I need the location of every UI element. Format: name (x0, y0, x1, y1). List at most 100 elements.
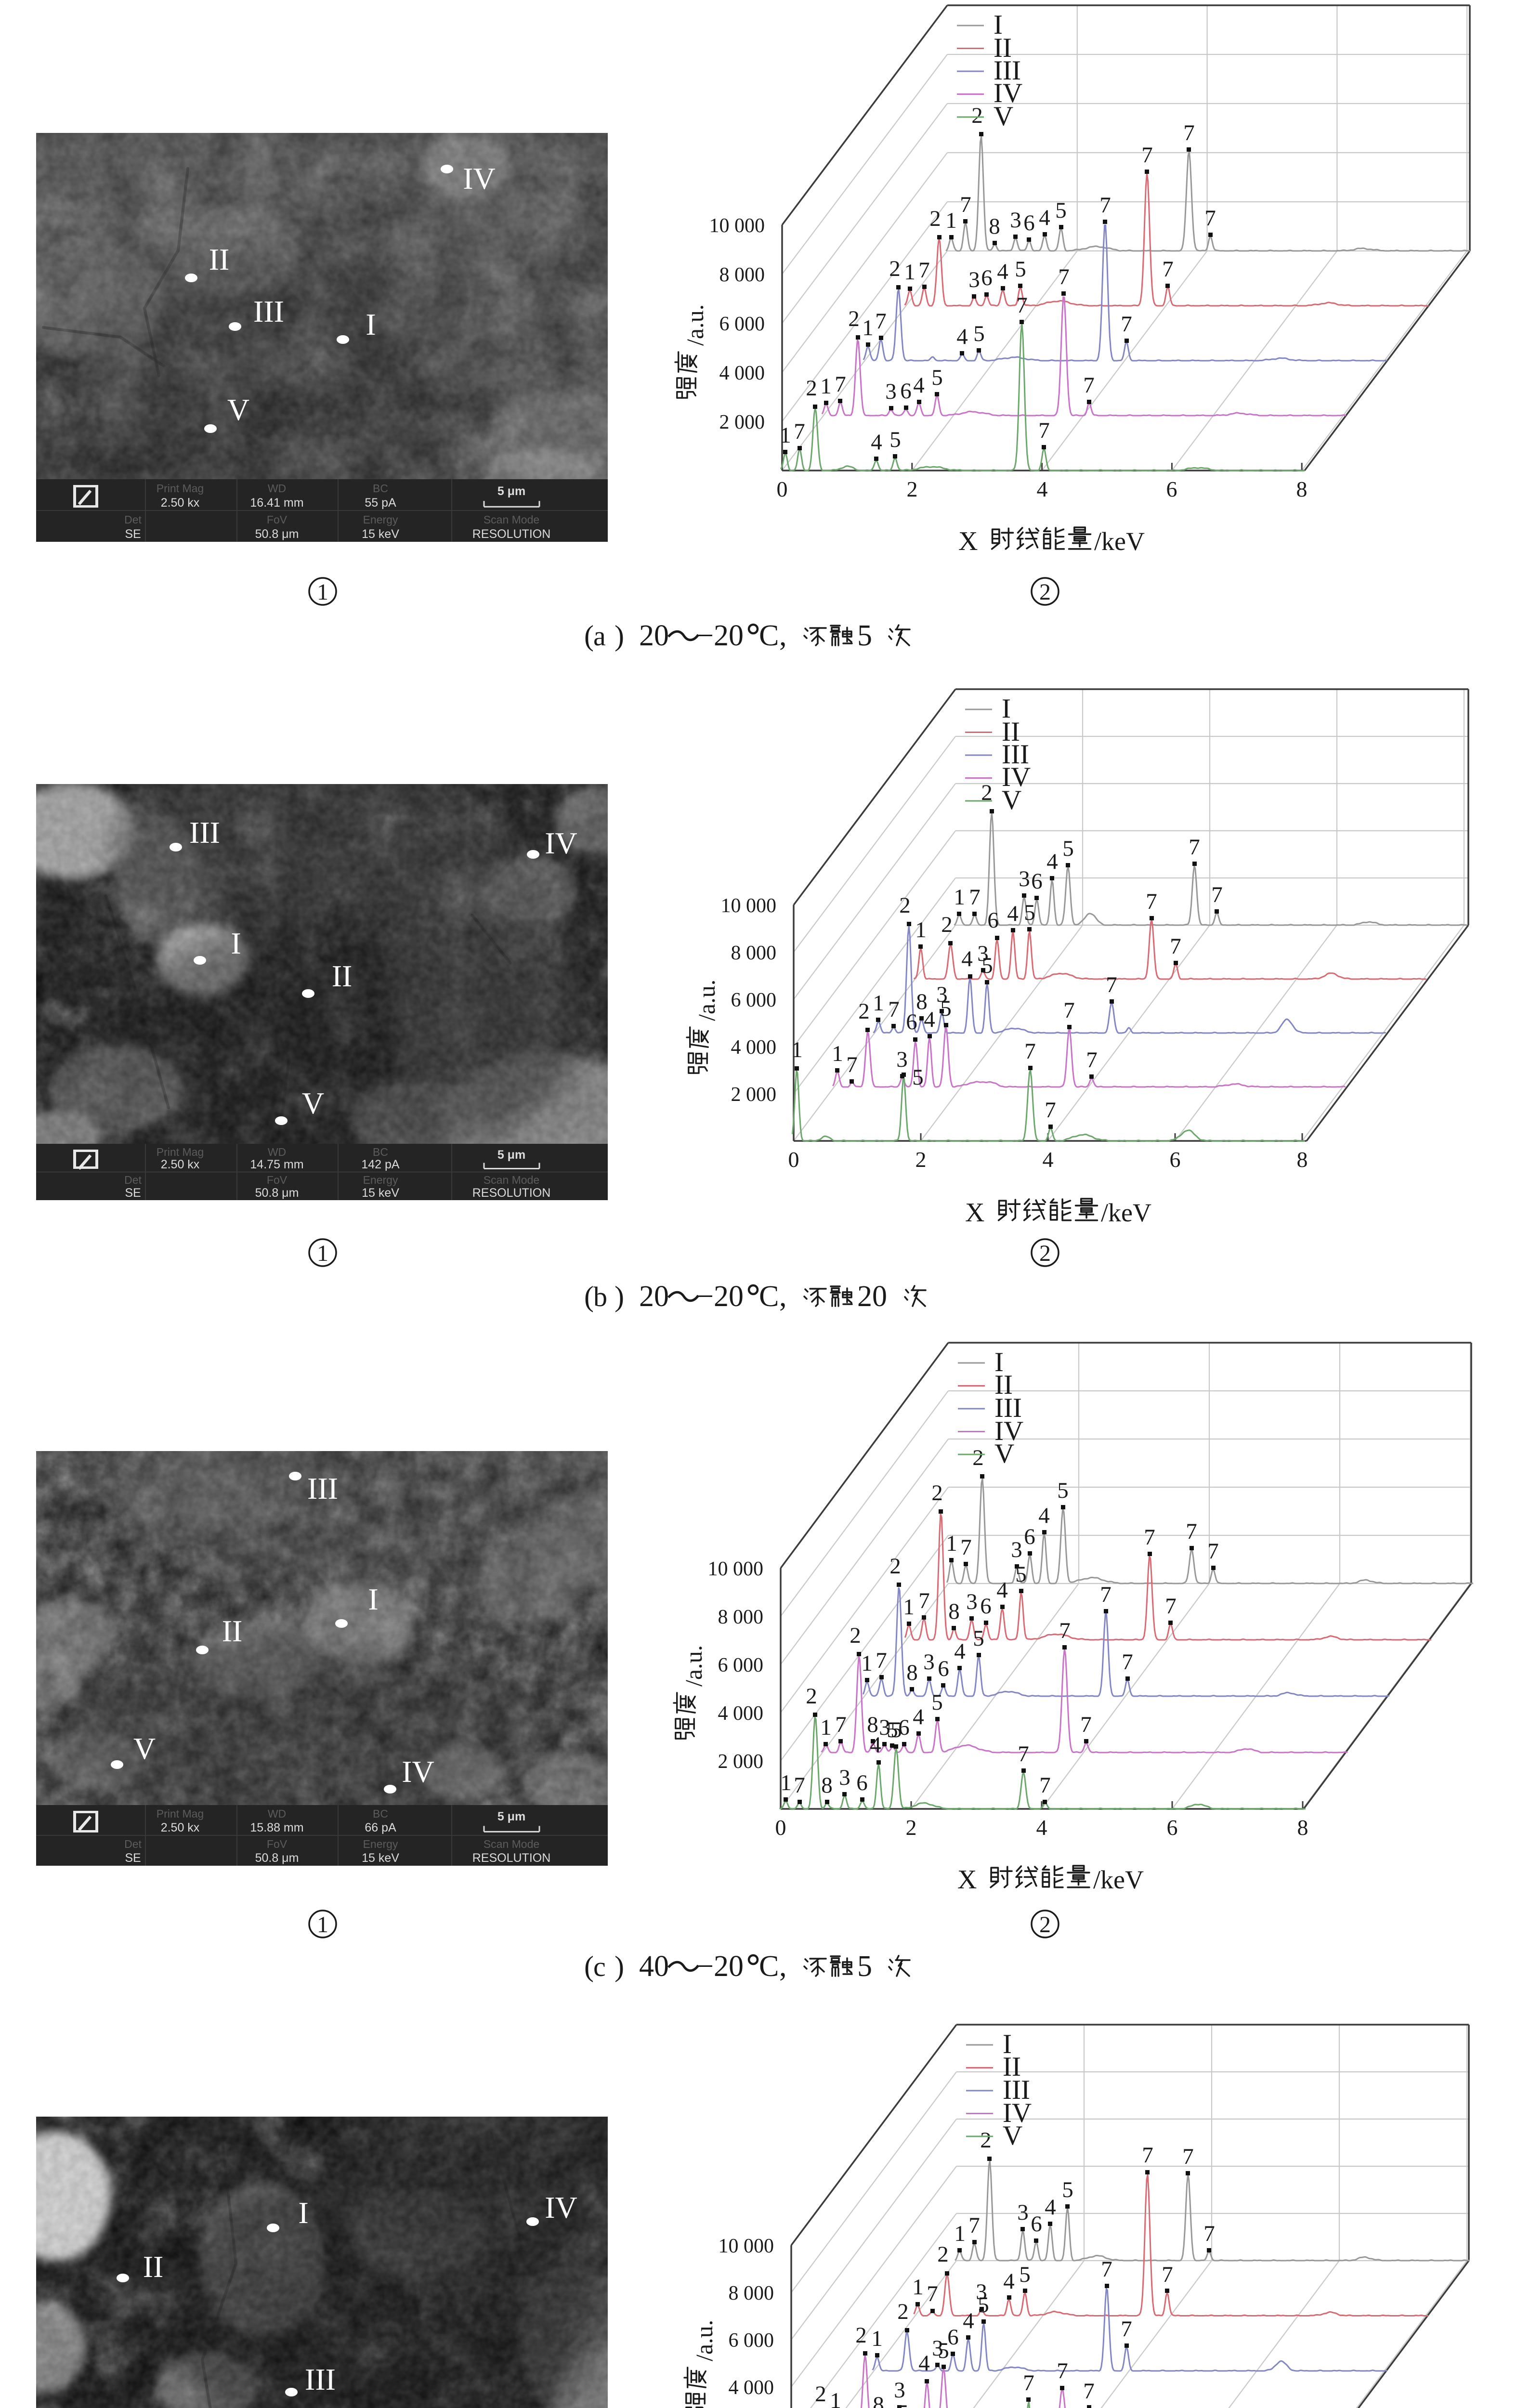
svg-text:7: 7 (1211, 882, 1223, 907)
svg-text:4: 4 (956, 324, 968, 349)
svg-text:II: II (143, 2250, 164, 2284)
svg-text:8 000: 8 000 (731, 942, 777, 964)
svg-text:6: 6 (938, 1656, 949, 1681)
svg-text:7: 7 (1162, 2262, 1173, 2287)
svg-text:6: 6 (980, 1594, 992, 1619)
svg-text:1: 1 (317, 1912, 328, 1937)
svg-text:−20: −20 (697, 619, 744, 652)
svg-text:III: III (307, 1471, 338, 1505)
svg-text:6 000: 6 000 (729, 2329, 774, 2352)
svg-text:IV: IV (1003, 2098, 1032, 2128)
svg-text:5: 5 (1019, 2262, 1031, 2287)
svg-text:II: II (994, 1370, 1013, 1400)
svg-text:IV: IV (545, 2190, 577, 2225)
svg-text:2: 2 (1039, 1912, 1051, 1937)
svg-text:(: ( (584, 620, 594, 652)
svg-text:a: a (593, 620, 606, 652)
svg-text:3: 3 (923, 1649, 935, 1675)
svg-text:4: 4 (997, 259, 1008, 284)
svg-text:8: 8 (906, 1660, 918, 1685)
svg-text:20: 20 (639, 619, 669, 652)
svg-text:2: 2 (815, 2382, 826, 2407)
svg-text:7: 7 (794, 1773, 805, 1798)
svg-text:7: 7 (1170, 934, 1181, 959)
svg-text:0: 0 (777, 477, 788, 501)
svg-text:5 μm: 5 μm (497, 1810, 525, 1823)
svg-text:4: 4 (913, 1704, 924, 1729)
svg-text:7: 7 (794, 419, 805, 444)
svg-text:15.88 mm: 15.88 mm (250, 1821, 303, 1834)
svg-text:2: 2 (1039, 1241, 1051, 1266)
svg-text:1: 1 (861, 1651, 873, 1676)
svg-text:4: 4 (963, 2308, 974, 2333)
svg-text:7: 7 (1121, 2316, 1132, 2342)
svg-text:1: 1 (820, 374, 832, 399)
svg-text:5: 5 (857, 1950, 872, 1983)
svg-text:SE: SE (125, 527, 141, 541)
svg-text:X: X (958, 526, 978, 556)
svg-text:4 000: 4 000 (718, 1702, 764, 1725)
svg-text:8: 8 (1297, 1147, 1308, 1172)
svg-text:8 000: 8 000 (729, 2282, 774, 2304)
svg-text:4: 4 (1003, 2269, 1015, 2294)
svg-text:15 keV: 15 keV (362, 1851, 399, 1865)
svg-text:2: 2 (848, 306, 860, 331)
svg-text:III: III (1003, 2075, 1030, 2105)
svg-text:1: 1 (780, 1770, 792, 1795)
svg-text:5 μm: 5 μm (497, 484, 525, 498)
svg-text:4: 4 (1043, 1147, 1054, 1172)
svg-text:2: 2 (980, 2128, 992, 2153)
svg-text:10 000: 10 000 (708, 1558, 764, 1580)
svg-text:4: 4 (954, 1639, 966, 1664)
svg-text:I: I (1002, 694, 1011, 724)
svg-text:7: 7 (846, 1052, 858, 1077)
svg-text:RESOLUTION: RESOLUTION (472, 1186, 551, 1200)
svg-text:2.50 kx: 2.50 kx (161, 1821, 200, 1834)
svg-text:8: 8 (1297, 1815, 1308, 1840)
svg-text:,: , (779, 1950, 787, 1983)
svg-text:2: 2 (971, 103, 983, 128)
svg-text:8: 8 (867, 1712, 878, 1737)
svg-text:7: 7 (1162, 257, 1174, 282)
svg-text:1: 1 (945, 208, 957, 233)
svg-text:3: 3 (839, 1765, 850, 1790)
svg-text:8 000: 8 000 (718, 1606, 764, 1628)
svg-text:2 000: 2 000 (719, 411, 765, 433)
svg-text:7: 7 (927, 2281, 938, 2306)
svg-text:4: 4 (1039, 205, 1050, 230)
svg-text:5: 5 (973, 321, 985, 346)
svg-text:V: V (133, 1731, 156, 1766)
svg-text:6: 6 (906, 1009, 917, 1034)
svg-text:3: 3 (1010, 208, 1021, 233)
svg-text:/a.u.: /a.u. (693, 980, 720, 1021)
svg-text:/a.u.: /a.u. (681, 304, 708, 346)
svg-text:3: 3 (932, 2336, 943, 2361)
svg-text:7: 7 (960, 192, 971, 217)
svg-text:2: 2 (889, 256, 901, 281)
svg-text:1: 1 (780, 423, 791, 448)
svg-text:6: 6 (900, 379, 912, 404)
svg-text:7: 7 (1018, 1741, 1029, 1767)
svg-text:3: 3 (966, 1589, 978, 1614)
svg-text:RESOLUTION: RESOLUTION (472, 1851, 551, 1865)
svg-text:4 000: 4 000 (729, 2377, 774, 2399)
svg-text:I: I (1003, 2029, 1012, 2059)
svg-text:4: 4 (1038, 1503, 1050, 1528)
svg-text:6: 6 (856, 1770, 868, 1795)
svg-text:1: 1 (912, 2275, 924, 2300)
svg-text:7: 7 (969, 885, 981, 910)
svg-text:1: 1 (317, 1241, 328, 1266)
svg-text:1: 1 (954, 2221, 966, 2246)
svg-text:5: 5 (890, 1717, 902, 1742)
svg-text:2: 2 (806, 376, 817, 401)
svg-text:1: 1 (830, 2388, 841, 2408)
svg-text:Scan Mode: Scan Mode (484, 1838, 539, 1850)
svg-text:7: 7 (1141, 143, 1153, 168)
svg-text:I: I (994, 1347, 1004, 1377)
svg-text:5: 5 (1015, 257, 1026, 282)
svg-text:III: III (994, 1393, 1022, 1423)
svg-text:5: 5 (912, 1065, 924, 1090)
svg-text:): ) (615, 1950, 624, 1982)
svg-text:3: 3 (976, 2279, 987, 2304)
svg-text:8: 8 (1296, 477, 1308, 501)
